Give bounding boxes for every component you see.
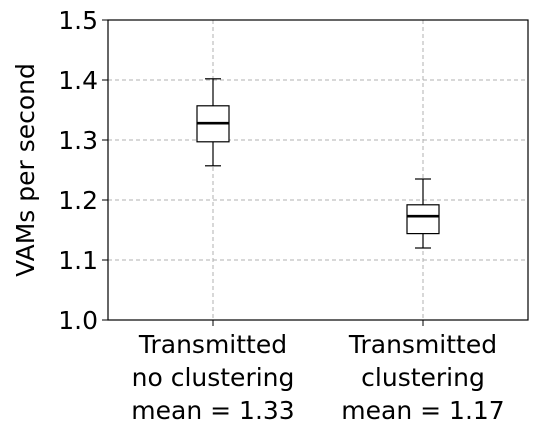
box-iqr xyxy=(406,204,440,235)
y-tick-label: 1.4 xyxy=(58,66,98,95)
y-tick-label: 1.3 xyxy=(58,126,98,155)
y-tick-label: 1.2 xyxy=(58,186,98,215)
x-category-label: clustering xyxy=(361,363,485,392)
x-axis-categories: Transmitted no clustering mean = 1.33 Trans… xyxy=(131,320,505,425)
y-axis-label: VAMs per second xyxy=(11,63,40,277)
x-category-label: mean = 1.17 xyxy=(341,396,504,425)
plot-area-frame xyxy=(107,19,529,321)
boxes xyxy=(196,78,440,249)
x-category-label: mean = 1.33 xyxy=(131,396,294,425)
y-tick-label: 1.1 xyxy=(58,246,98,275)
grid-lines xyxy=(108,20,528,320)
x-category-label: Transmitted xyxy=(138,330,287,359)
y-axis-ticks: 1.0 1.1 1.2 1.3 1.4 1.5 xyxy=(58,6,108,335)
x-category-label: Transmitted xyxy=(348,330,497,359)
y-tick-label: 1.0 xyxy=(58,306,98,335)
y-tick-label: 1.5 xyxy=(58,6,98,35)
x-category-label: no clustering xyxy=(132,363,295,392)
